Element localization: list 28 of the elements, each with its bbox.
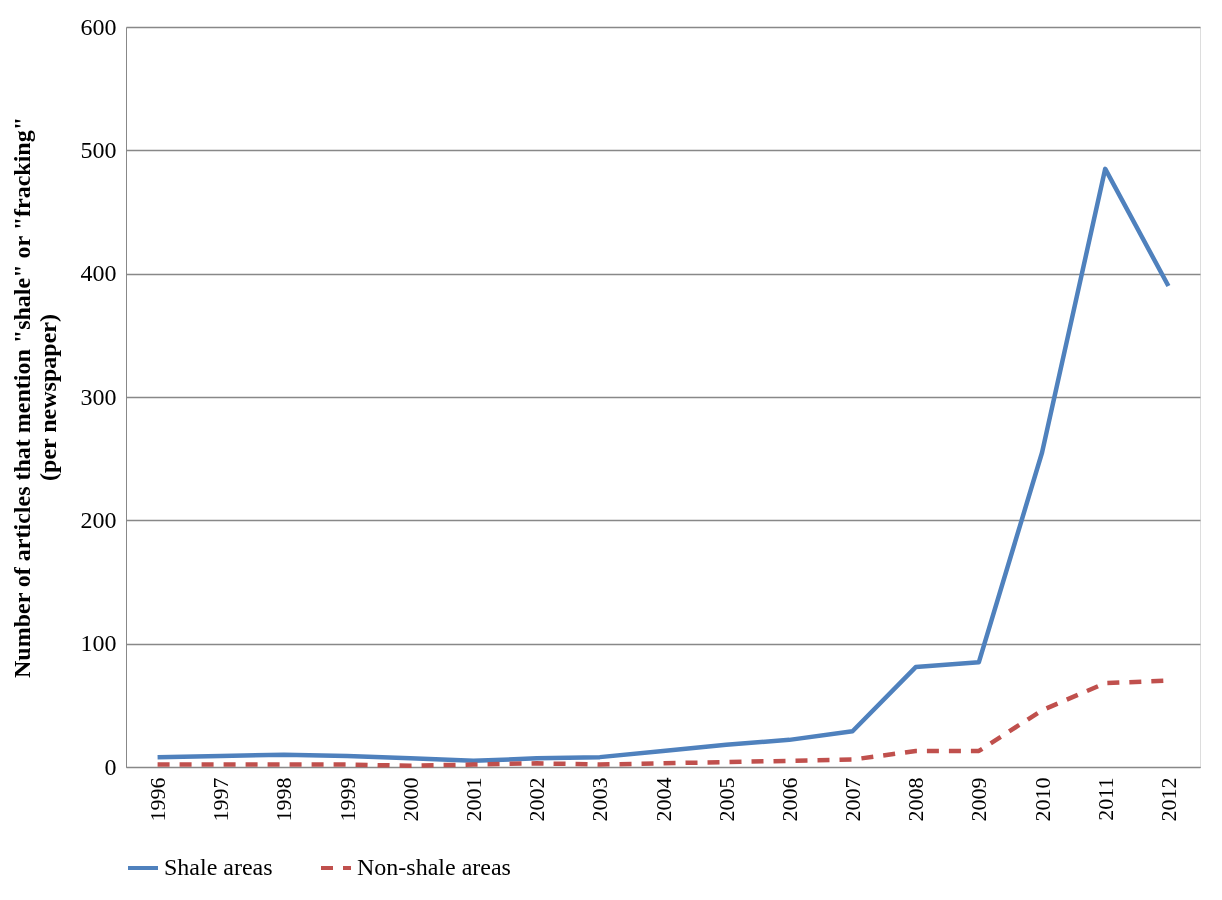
y-tick-label: 400 <box>80 260 117 287</box>
x-tick-label: 2000 <box>397 777 423 822</box>
x-tick-label: 2005 <box>713 777 739 822</box>
x-tick-label: 2008 <box>903 777 929 822</box>
x-tick-label: 1999 <box>334 777 360 822</box>
x-tick-label: 2012 <box>1155 777 1181 822</box>
x-tick-label: 2006 <box>776 777 802 822</box>
x-tick-label: 2003 <box>587 777 613 822</box>
x-tick-label: 2002 <box>524 777 550 822</box>
y-tick-label: 0 <box>104 753 117 780</box>
x-tick-label: 2004 <box>650 777 676 822</box>
legend-label: Non-shale areas <box>357 854 511 880</box>
legend-label: Shale areas <box>164 854 273 880</box>
x-tick-label: 1996 <box>145 777 171 822</box>
y-tick-label: 200 <box>80 506 117 533</box>
x-tick-label: 2010 <box>1029 777 1055 822</box>
x-tick-label: 1997 <box>208 777 234 822</box>
x-tick-label: 2001 <box>460 777 486 822</box>
y-axis-title: Number of articles that mention "shale" or "fracking" (per newspaper) <box>8 116 61 679</box>
x-tick-label: 2007 <box>840 777 866 822</box>
x-tick-label: 2009 <box>966 777 992 822</box>
y-tick-label: 600 <box>80 13 117 40</box>
y-tick-label: 500 <box>80 136 117 163</box>
y-tick-label: 300 <box>80 383 117 410</box>
x-tick-label: 1998 <box>271 777 297 822</box>
x-tick-label: 2011 <box>1092 777 1118 821</box>
line-series <box>155 166 1171 764</box>
y-tick-label: 100 <box>80 630 117 657</box>
